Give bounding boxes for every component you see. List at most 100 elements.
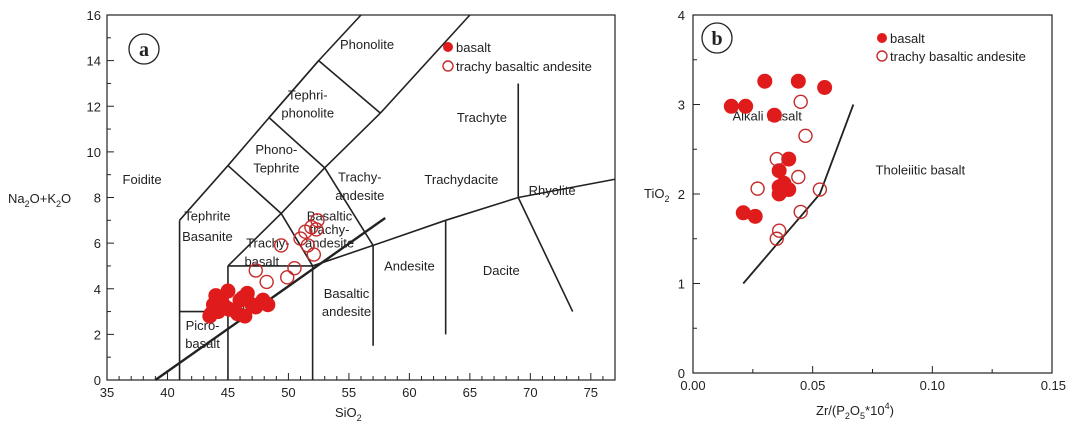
basalt-point — [723, 98, 739, 114]
basalt-point — [790, 73, 806, 89]
trachy-basaltic-andesite-point — [310, 213, 325, 228]
tio2-x-axis-title: Zr/(P2O5*104) — [816, 401, 894, 421]
tas-field-label: andesite — [305, 236, 354, 251]
x-tick-label: 65 — [463, 385, 477, 400]
y-tick-label: 14 — [87, 54, 101, 69]
tas-boundary-line — [280, 167, 326, 215]
tio2-legend: basalt trachy basaltic andesite — [876, 31, 1026, 64]
basalt-point — [260, 297, 276, 313]
basalt-point — [766, 107, 782, 123]
tas-boundary-line — [227, 117, 270, 167]
panel-b-badge — [701, 22, 733, 54]
trachy-basaltic-andesite-point — [769, 231, 784, 246]
y-tick-label: 1 — [678, 277, 685, 292]
basalt-point — [817, 79, 833, 95]
tas-field-label: Basanite — [182, 229, 233, 244]
legend-trachy-label: trachy basaltic andesite — [890, 49, 1026, 64]
tas-boundary-line — [372, 219, 446, 247]
alkali-tholeiitic-divider — [742, 104, 855, 285]
trachy-basaltic-andesite-point — [248, 263, 263, 278]
tas-boundary-line — [518, 178, 616, 199]
y-tick-label: 0 — [678, 366, 685, 381]
trachy-basaltic-andesite-point — [259, 274, 274, 290]
tio2-field-label: Tholeiitic basalt — [876, 162, 966, 177]
tas-field-label: Tephrite — [184, 208, 230, 223]
tas-boundary-line — [178, 165, 229, 221]
trachy-basaltic-andesite-point — [287, 261, 302, 276]
basalt-point — [771, 163, 787, 179]
legend-trachy-marker — [442, 60, 454, 72]
tas-field-label: andesite — [335, 188, 384, 203]
x-tick-label: 0.10 — [920, 378, 945, 393]
legend-trachy-label: trachy basaltic andesite — [456, 59, 592, 74]
trachy-basaltic-andesite-point — [306, 247, 322, 262]
tas-field-label: Basaltic — [324, 286, 370, 301]
x-tick-label: 75 — [584, 385, 598, 400]
tas-field-label: Basaltic — [307, 208, 353, 223]
trachy-basaltic-andesite-point — [280, 270, 295, 285]
trachy-basaltic-andesite-point — [769, 151, 784, 167]
x-tick-label: 60 — [402, 385, 416, 400]
tas-diagram-panel: Phonolite Tephri-phonolite Trachyte Phono- T… — [8, 8, 616, 422]
panel-a-letter: a — [139, 39, 149, 61]
basalt-point — [202, 308, 218, 324]
x-tick-label: 45 — [221, 385, 235, 400]
panel-b-letter: b — [711, 28, 722, 50]
y-tick-label: 12 — [87, 99, 101, 114]
tas-field-label: Phonolite — [340, 37, 394, 52]
y-tick-label: 6 — [94, 236, 101, 251]
tas-y-axis-title: Na2O+K2O — [8, 191, 71, 209]
trachy-basaltic-andesite-point — [798, 128, 813, 144]
legend-basalt-marker — [877, 33, 887, 43]
x-tick-label: 35 — [100, 385, 114, 400]
trachy-basaltic-andesite-point — [309, 222, 324, 237]
y-tick-label: 10 — [87, 145, 101, 160]
basalt-point — [738, 98, 754, 114]
tas-field-labels: Phonolite Tephri-phonolite Trachyte Phono- T… — [123, 37, 576, 351]
legend-trachy-marker — [876, 50, 888, 62]
tas-field-label: Tephri- — [288, 87, 328, 102]
tio2-axis-ticks: 0.00 0.05 0.10 0.15 0 1 2 3 4 — [678, 8, 1066, 393]
y-tick-label: 3 — [678, 98, 685, 113]
trachy-basaltic-andesite-point — [793, 94, 808, 110]
x-tick-label: 50 — [281, 385, 295, 400]
x-tick-label: 0.00 — [680, 378, 705, 393]
y-tick-label: 16 — [87, 8, 101, 23]
y-tick-label: 4 — [94, 282, 101, 297]
tio2-points — [723, 73, 833, 246]
y-tick-label: 4 — [678, 8, 685, 23]
tas-field-label: Phono- — [255, 142, 297, 157]
trachy-basaltic-andesite-point — [812, 182, 828, 197]
trachy-basaltic-andesite-point — [791, 169, 806, 185]
panel-a-badge — [128, 33, 160, 65]
tas-boundary-line — [268, 60, 320, 119]
tas-field-label: Trachydacite — [424, 172, 498, 187]
tas-field-label: Rhyolite — [529, 183, 576, 198]
tas-field-label: andesite — [322, 304, 371, 319]
y-tick-label: 2 — [678, 187, 685, 202]
tas-points — [202, 213, 325, 324]
trachy-basaltic-andesite-point — [273, 238, 289, 253]
basalt-point — [771, 186, 787, 202]
trachy-basaltic-andesite-point — [771, 223, 787, 238]
tas-boundary-line — [227, 164, 282, 215]
legend-basalt-label: basalt — [456, 40, 491, 55]
y-tick-label: 8 — [94, 191, 101, 206]
trachy-basaltic-andesite-point — [793, 204, 808, 220]
basalt-point — [757, 73, 773, 89]
tas-boundary-line — [318, 14, 362, 62]
tio2-plot-frame — [692, 14, 1053, 374]
tas-boundary-line — [445, 196, 519, 222]
basalt-point — [218, 299, 234, 315]
tas-boundary-line — [517, 197, 574, 312]
x-tick-label: 55 — [342, 385, 356, 400]
basalt-point — [781, 151, 797, 167]
x-tick-label: 0.15 — [1041, 378, 1066, 393]
x-tick-label: 40 — [160, 385, 174, 400]
tas-field-label: Foidite — [123, 172, 162, 187]
basalt-point — [220, 283, 236, 299]
tas-field-label: Tephrite — [253, 160, 299, 175]
tas-boundary-line — [227, 212, 282, 267]
